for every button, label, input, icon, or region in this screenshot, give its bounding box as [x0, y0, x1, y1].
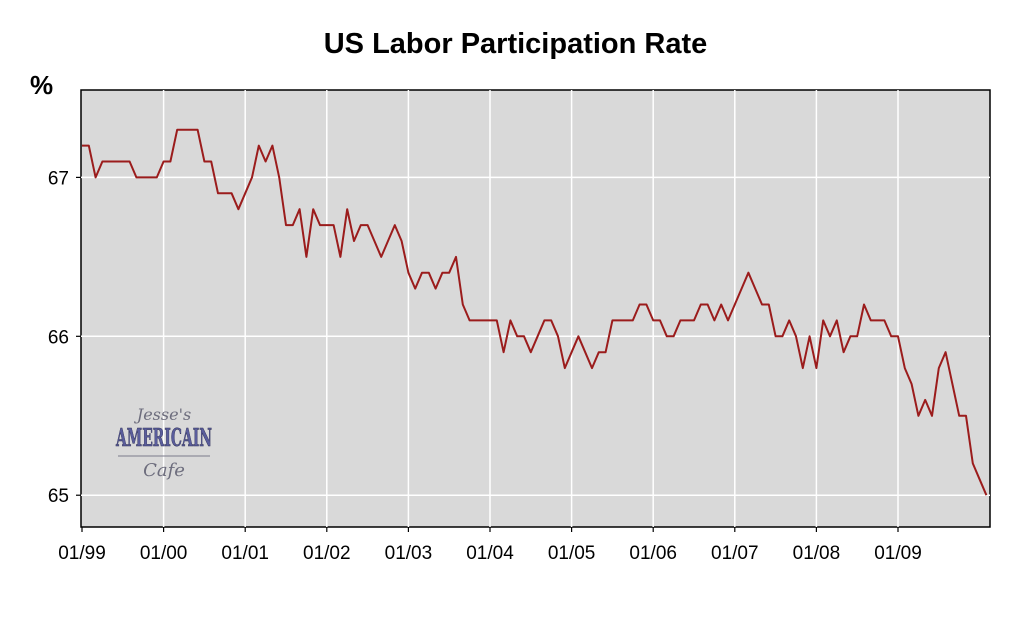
series-layer: [82, 128, 988, 496]
axis-ticks: 01/99 01/00 01/01 01/02 01/03 01/04 01/05 01/06…: [48, 168, 922, 564]
watermark-line-1: Jesse's: [134, 405, 191, 424]
x-tick-label: 01/04: [466, 543, 514, 564]
y-tick-label: 67: [48, 168, 69, 189]
x-tick-label: 01/00: [140, 543, 188, 564]
x-tick-label: 01/03: [385, 543, 433, 564]
x-tick-label: 01/09: [874, 543, 922, 564]
watermark-line-3: Cafe: [143, 460, 185, 481]
y-tick-label: 65: [48, 486, 69, 507]
series-line-0: [82, 128, 988, 496]
grid-lines: [81, 90, 990, 527]
x-tick-label: 01/02: [303, 543, 351, 564]
y-axis-unit-label: %: [30, 70, 54, 100]
x-tick-label: 01/06: [629, 543, 677, 564]
watermark-logo: Jesse's AMERICAIN Cafe: [115, 405, 212, 481]
chart-title: US Labor Participation Rate: [323, 28, 708, 60]
x-tick-label: 01/01: [221, 543, 269, 564]
x-tick-label: 01/99: [58, 543, 106, 564]
x-tick-label: 01/07: [711, 543, 759, 564]
x-tick-label: 01/05: [548, 543, 596, 564]
x-tick-label: 01/08: [793, 543, 841, 564]
y-tick-label: 66: [48, 327, 69, 348]
plot-area: [80, 89, 991, 528]
watermark-line-2: AMERICAIN: [115, 423, 212, 452]
